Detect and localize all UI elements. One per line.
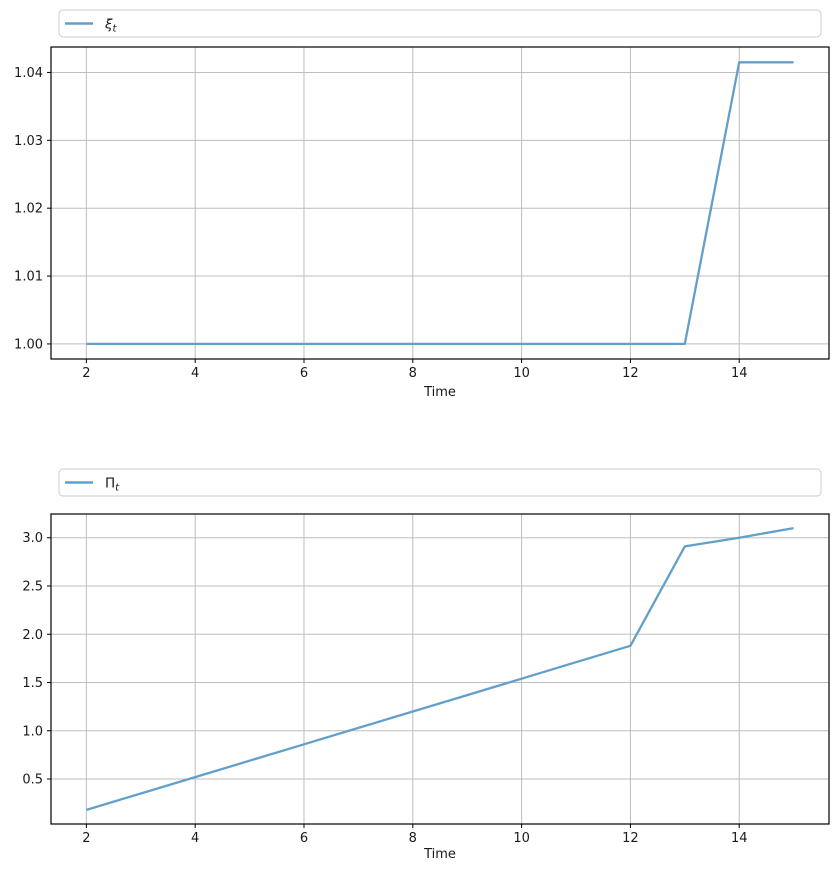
x-tick-label: 14	[731, 831, 748, 846]
series-line	[86, 526, 794, 812]
y-tick-label: 1.5	[22, 676, 43, 691]
x-tick-label: 2	[82, 831, 90, 846]
x-tick-label: 14	[731, 366, 748, 381]
y-tick-label: 1.01	[14, 270, 43, 285]
x-tick-label: 8	[409, 366, 417, 381]
line-chart-1: 2 4 6 8 10 12 14 1.00 1.01 1.02 1.03 1.04 Time ξt	[14, 9, 830, 400]
y-tick-label: 0.5	[22, 773, 43, 788]
y-tick-label: 3.0	[22, 531, 43, 546]
x-tick-label: 10	[513, 831, 530, 846]
x-tick-label: 6	[300, 366, 308, 381]
x-tick-label: 4	[191, 831, 199, 846]
plot-border	[50, 513, 830, 825]
plot-border	[50, 46, 830, 360]
y-tick-label: 1.02	[14, 202, 43, 217]
x-axis-label: Time	[423, 847, 456, 862]
x-tick-label: 2	[82, 366, 90, 381]
legend-box	[58, 9, 822, 38]
x-tick-label: 8	[409, 831, 417, 846]
x-tick-label: 12	[622, 831, 639, 846]
legend-label: Πt	[105, 476, 120, 494]
x-axis-label: Time	[423, 385, 456, 400]
series-line	[86, 61, 794, 346]
y-tick-label: 2.0	[22, 628, 43, 643]
y-tick-label: 1.00	[14, 337, 43, 352]
x-tick-label: 12	[622, 366, 639, 381]
legend-box	[58, 468, 822, 497]
x-tick-label: 4	[191, 366, 199, 381]
x-tick-label: 10	[513, 366, 530, 381]
y-tick-label: 1.0	[22, 724, 43, 739]
y-tick-label: 2.5	[22, 579, 43, 594]
line-chart-2: 2 4 6 8 10 12 14 0.5 1.0 1.5 2.0 2.5 3.0 Time Πt	[22, 468, 830, 862]
legend-label: ξt	[104, 17, 118, 35]
y-tick-label: 1.04	[14, 66, 43, 81]
x-tick-label: 6	[300, 831, 308, 846]
y-tick-label: 1.03	[14, 134, 43, 149]
